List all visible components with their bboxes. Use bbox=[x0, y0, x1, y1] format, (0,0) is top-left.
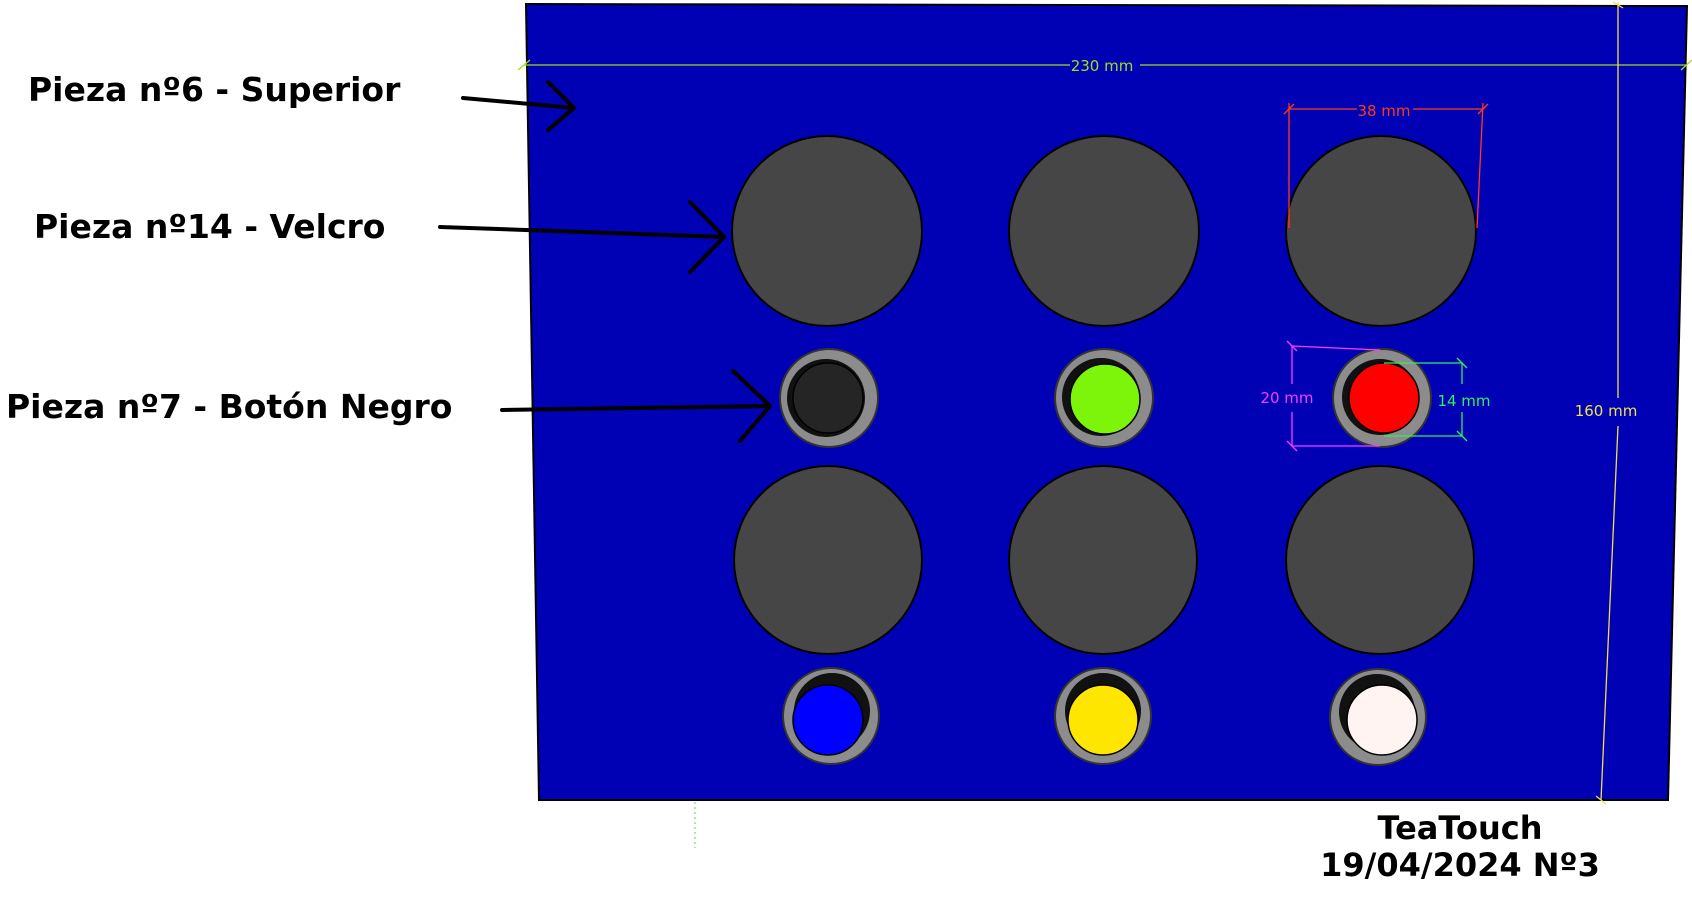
button-cap bbox=[1348, 362, 1420, 434]
velcro-discs bbox=[731, 135, 1477, 655]
label-boton-negro: Pieza nº7 - Botón Negro bbox=[6, 387, 453, 426]
button-green[interactable] bbox=[1054, 348, 1154, 448]
arrow-superior bbox=[461, 80, 576, 132]
ring-diameter-label: 20 mm bbox=[1260, 389, 1313, 407]
button-cap bbox=[792, 684, 864, 756]
button-blue[interactable] bbox=[782, 667, 880, 765]
footer-project: TeaTouch bbox=[1377, 809, 1543, 847]
arrow-boton bbox=[500, 369, 772, 443]
velcro-diameter-label: 38 mm bbox=[1357, 102, 1410, 120]
arrow-velcro bbox=[438, 200, 726, 274]
button-cap bbox=[1067, 684, 1139, 756]
callout-arrows bbox=[438, 80, 772, 443]
height-dimension-label: 160 mm bbox=[1575, 402, 1638, 420]
width-dimension: 230 mm bbox=[517, 57, 1692, 75]
button-red[interactable] bbox=[1332, 348, 1432, 448]
label-superior: Pieza nº6 - Superior bbox=[28, 70, 401, 109]
button-cap bbox=[792, 362, 864, 434]
button-cap bbox=[1069, 363, 1141, 435]
velcro-diameter-dimension: 38 mm bbox=[1283, 102, 1489, 229]
velcro-disc bbox=[1008, 465, 1198, 655]
button-black[interactable] bbox=[779, 348, 879, 448]
velcro-disc bbox=[1008, 135, 1200, 327]
velcro-disc bbox=[1285, 465, 1475, 655]
height-dimension: 160 mm bbox=[1575, 1, 1638, 805]
ring-diameter-dimension: 20 mm bbox=[1260, 340, 1381, 452]
velcro-disc bbox=[733, 465, 923, 655]
button-cap bbox=[1346, 684, 1418, 756]
width-dimension-label: 230 mm bbox=[1071, 57, 1134, 75]
label-velcro: Pieza nº14 - Velcro bbox=[34, 207, 386, 246]
button-yellow[interactable] bbox=[1054, 667, 1152, 765]
button-diameter-dimension: 14 mm bbox=[1384, 357, 1491, 442]
velcro-disc bbox=[1285, 135, 1477, 327]
velcro-disc bbox=[731, 135, 923, 327]
footer-date: 19/04/2024 Nº3 bbox=[1320, 846, 1600, 884]
button-diameter-label: 14 mm bbox=[1437, 392, 1490, 410]
button-white[interactable] bbox=[1329, 668, 1427, 766]
footer-caption: TeaTouch 19/04/2024 Nº3 bbox=[1300, 810, 1620, 884]
